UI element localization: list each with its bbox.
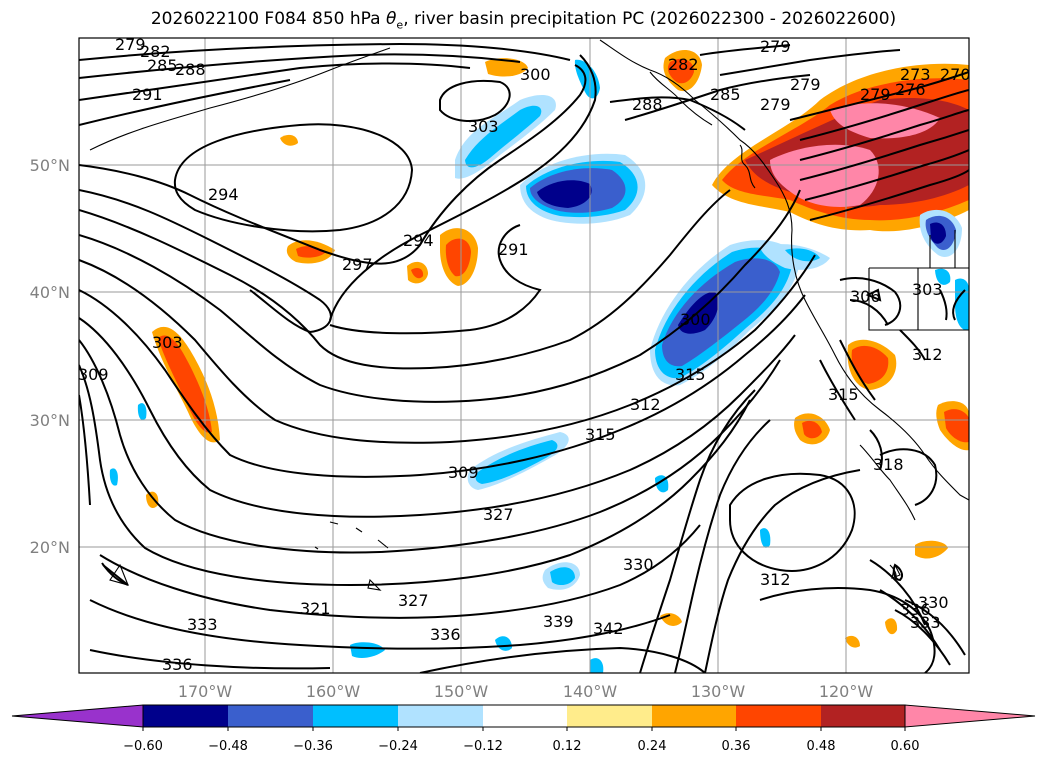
colorbar-bin: [736, 705, 821, 727]
colorbar-bin: [483, 705, 567, 727]
svg-text:318: 318: [873, 455, 904, 474]
svg-text:330: 330: [623, 555, 654, 574]
svg-text:315: 315: [675, 365, 706, 384]
latitude-labels: 50°N 40°N 30°N 20°N: [30, 156, 70, 557]
svg-text:336: 336: [162, 655, 193, 674]
svg-text:270: 270: [940, 65, 971, 84]
lon-label-170w: 170°W: [178, 682, 233, 701]
colorbar-tick: 0.60: [891, 739, 920, 754]
svg-text:282: 282: [668, 55, 699, 74]
colorbar-tick: −0.48: [208, 739, 248, 754]
colorbar-bin: [228, 705, 313, 727]
svg-text:303: 303: [912, 280, 943, 299]
map-title: 2026022100 F084 850 hPa θe, river basin …: [150, 9, 897, 32]
svg-text:315: 315: [585, 425, 616, 444]
graticule: [79, 38, 969, 673]
colorbar-bin: [821, 705, 905, 727]
svg-text:309: 309: [78, 365, 109, 384]
svg-text:291: 291: [498, 240, 529, 259]
colorbar-tick: −0.36: [293, 739, 333, 754]
colorbar-tick: −0.12: [463, 739, 503, 754]
svg-text:303: 303: [468, 117, 499, 136]
svg-text:336: 336: [900, 600, 931, 619]
colorbar-bin: [652, 705, 736, 727]
lat-label-20: 20°N: [30, 538, 70, 557]
svg-text:300: 300: [520, 65, 551, 84]
colorbar-tick: 0.12: [553, 739, 582, 754]
lon-label-130w: 130°W: [691, 682, 746, 701]
lon-label-120w: 120°W: [819, 682, 874, 701]
svg-text:303: 303: [152, 333, 183, 352]
lat-label-30: 30°N: [30, 411, 70, 430]
svg-text:327: 327: [483, 505, 514, 524]
svg-text:306: 306: [850, 287, 881, 306]
svg-text:336: 336: [430, 625, 461, 644]
svg-text:315: 315: [828, 385, 859, 404]
colorbar-bin: [143, 705, 228, 727]
svg-text:333: 333: [187, 615, 218, 634]
colorbar: −0.60 −0.48 −0.36 −0.24 −0.12 0.12 0.24 …: [11, 704, 1036, 754]
svg-text:279: 279: [790, 75, 821, 94]
colorbar-tick: 0.24: [638, 739, 667, 754]
lon-label-150w: 150°W: [434, 682, 489, 701]
svg-text:285: 285: [710, 85, 741, 104]
svg-text:339: 339: [543, 612, 574, 631]
colorbar-tick: −0.24: [378, 739, 418, 754]
colorbar-extend-high: [904, 704, 1036, 728]
plot-frame: [78, 37, 970, 674]
svg-text:333: 333: [910, 613, 941, 632]
theta-e-contours: [79, 42, 969, 673]
svg-text:321: 321: [300, 599, 331, 618]
svg-text:279: 279: [760, 37, 791, 56]
svg-text:276: 276: [895, 80, 926, 99]
lat-label-40: 40°N: [30, 283, 70, 302]
colorbar-bin: [398, 705, 483, 727]
lat-label-50: 50°N: [30, 156, 70, 175]
svg-text:300: 300: [680, 310, 711, 329]
colorbar-tick: −0.60: [123, 739, 163, 754]
svg-text:312: 312: [630, 395, 661, 414]
longitude-labels: 170°W 160°W 150°W 140°W 130°W 120°W: [178, 682, 874, 701]
svg-text:297: 297: [342, 255, 373, 274]
svg-text:288: 288: [175, 60, 206, 79]
colorbar-bin: [567, 705, 652, 727]
svg-text:312: 312: [912, 345, 943, 364]
svg-text:288: 288: [632, 95, 663, 114]
svg-text:330: 330: [918, 593, 949, 612]
svg-text:294: 294: [208, 185, 239, 204]
svg-text:327: 327: [398, 591, 429, 610]
contour-labels: 279 282 285 288 291 294 297 294 291 303 …: [78, 35, 971, 674]
svg-text:294: 294: [403, 231, 434, 250]
svg-text:291: 291: [132, 85, 163, 104]
svg-text:312: 312: [760, 570, 791, 589]
lon-label-160w: 160°W: [306, 682, 361, 701]
lon-label-140w: 140°W: [563, 682, 618, 701]
colorbar-tick: 0.36: [722, 739, 751, 754]
svg-text:342: 342: [593, 619, 624, 638]
coastlines: [89, 39, 969, 591]
svg-text:279: 279: [115, 35, 146, 54]
colorbar-extend-low: [11, 704, 144, 728]
map-plot-area: 279 282 285 288 291 294 297 294 291 303 …: [78, 35, 971, 674]
svg-text:279: 279: [760, 95, 791, 114]
svg-text:282: 282: [140, 42, 171, 61]
colorbar-bin: [313, 705, 398, 727]
svg-text:273: 273: [900, 65, 931, 84]
svg-text:285: 285: [147, 56, 178, 75]
svg-text:309: 309: [448, 463, 479, 482]
svg-text:279: 279: [860, 85, 891, 104]
colorbar-tick: 0.48: [807, 739, 836, 754]
